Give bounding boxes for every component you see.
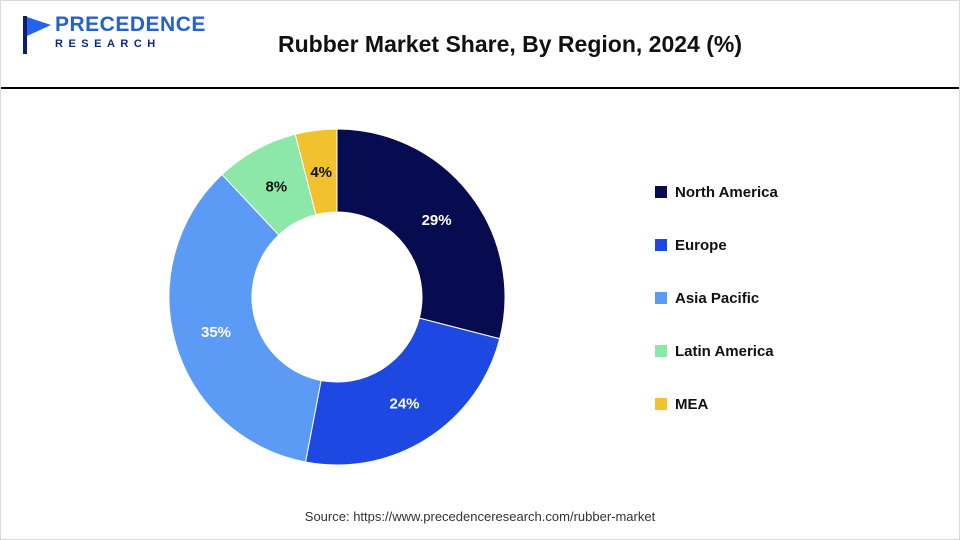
logo-text-research: RESEARCH	[55, 38, 161, 51]
chart-legend: North America Europe Asia Pacific Latin Ame…	[655, 184, 778, 413]
legend-item-north-america: North America	[655, 184, 778, 201]
legend-swatch-mea	[655, 398, 667, 410]
footer: Source: https://www.precedenceresearch.c…	[1, 508, 959, 526]
slice-mea	[294, 128, 338, 216]
legend-label-north-america: North America	[675, 183, 778, 201]
logo-flag-icon	[23, 16, 51, 54]
header: PRECEDENCE RESEARCH Rubber Market Share,…	[1, 1, 959, 87]
precedence-research-logo: PRECEDENCE RESEARCH	[19, 13, 206, 56]
slice-north-america	[336, 128, 506, 340]
legend-item-europe: Europe	[655, 237, 778, 254]
slice-label-europe: 24%	[389, 395, 419, 412]
legend-item-mea: MEA	[655, 396, 778, 413]
source-text: Source: https://www.precedenceresearch.c…	[304, 509, 656, 524]
logo-text-precedence: PRECEDENCE	[55, 13, 206, 36]
slice-asia-pacific	[168, 173, 322, 463]
legend-swatch-north-america	[655, 186, 667, 198]
legend-label-europe: Europe	[675, 236, 727, 254]
slice-europe	[304, 317, 501, 466]
legend-swatch-asia-pacific	[655, 292, 667, 304]
donut-chart: 29% 24% 35% 8% 4%	[168, 128, 506, 466]
logo-text: PRECEDENCE RESEARCH	[55, 13, 206, 51]
legend-swatch-latin-america	[655, 345, 667, 357]
legend-label-latin-america: Latin America	[675, 342, 774, 360]
slice-label-asia-pacific: 35%	[201, 324, 231, 341]
chart-title: Rubber Market Share, By Region, 2024 (%)	[278, 30, 742, 57]
chart-area: 29% 24% 35% 8% 4% North America Europe Asia Pa…	[1, 89, 959, 507]
slice-label-north-america: 29%	[422, 212, 452, 229]
legend-label-mea: MEA	[675, 395, 709, 413]
legend-item-asia-pacific: Asia Pacific	[655, 290, 778, 307]
legend-label-asia-pacific: Asia Pacific	[675, 289, 760, 307]
legend-swatch-europe	[655, 239, 667, 251]
slice-label-latin-america: 8%	[265, 179, 287, 196]
slice-label-mea: 4%	[310, 164, 332, 181]
legend-item-latin-america: Latin America	[655, 343, 778, 360]
header-divider	[1, 87, 959, 89]
